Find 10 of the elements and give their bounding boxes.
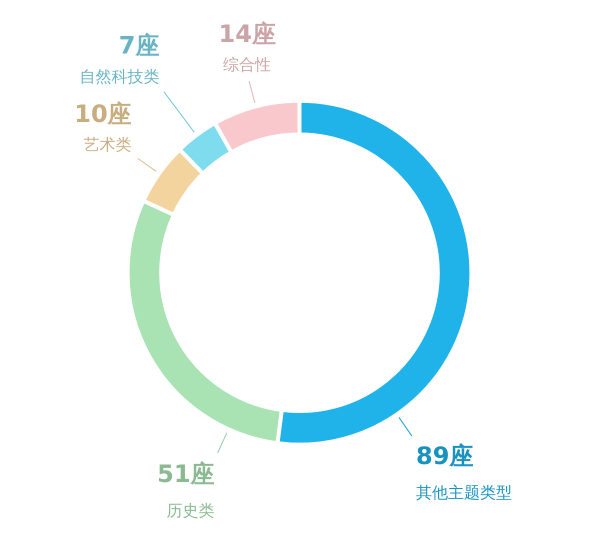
- slice-label: 综合性: [223, 54, 272, 74]
- data-label: 51座: [157, 460, 215, 488]
- data-label: 89座: [416, 442, 474, 470]
- slice-label: 历史类: [166, 501, 215, 520]
- data-label: 14座: [218, 20, 276, 48]
- slice-label: 其他主题类型: [416, 483, 512, 502]
- data-label: 7座: [118, 32, 160, 60]
- data-label: 10座: [74, 100, 132, 128]
- slice-label: 自然科技类: [79, 66, 160, 86]
- slice-label: 艺术类: [84, 135, 132, 154]
